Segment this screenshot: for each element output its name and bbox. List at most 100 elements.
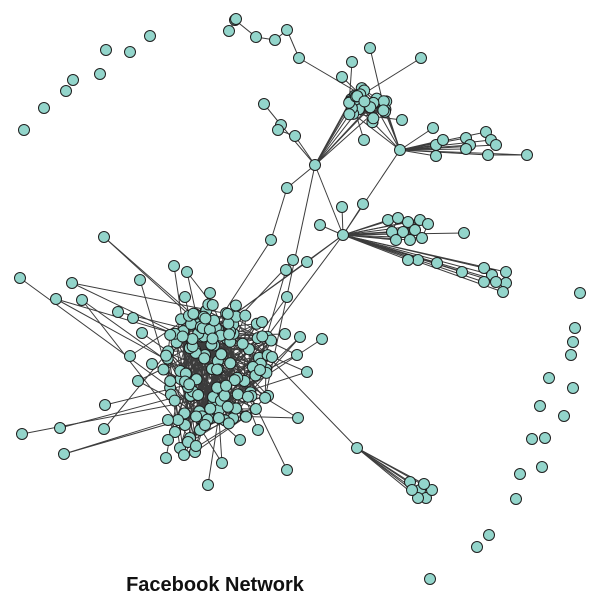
node	[187, 307, 200, 320]
node	[241, 390, 254, 403]
node	[337, 229, 349, 241]
node	[206, 299, 219, 312]
node	[415, 52, 427, 64]
node	[536, 461, 548, 473]
node	[99, 399, 111, 411]
node	[402, 216, 414, 228]
node	[157, 363, 170, 376]
node	[343, 108, 356, 121]
node	[60, 85, 72, 97]
edge	[286, 164, 316, 189]
node	[66, 277, 78, 289]
node	[231, 388, 244, 401]
node	[162, 434, 174, 446]
node	[100, 44, 112, 56]
node	[124, 350, 136, 362]
node	[190, 440, 202, 452]
node	[234, 434, 246, 446]
edge	[342, 234, 504, 293]
node	[199, 419, 211, 431]
node	[567, 336, 579, 348]
node	[497, 286, 509, 298]
node	[422, 218, 434, 230]
node	[412, 492, 424, 504]
node	[565, 349, 577, 361]
node	[490, 139, 502, 151]
edge	[356, 447, 413, 491]
node	[280, 264, 292, 276]
node	[569, 322, 581, 334]
node	[164, 375, 177, 388]
node	[160, 452, 172, 464]
node	[172, 414, 184, 426]
edge	[21, 396, 214, 435]
node	[336, 201, 348, 213]
node	[266, 351, 278, 363]
edge	[206, 310, 298, 356]
edge	[314, 164, 344, 236]
edge	[399, 144, 497, 151]
node	[281, 182, 293, 194]
node	[526, 433, 538, 445]
edge-layer	[19, 19, 528, 499]
node	[223, 328, 236, 341]
node	[258, 98, 270, 110]
node	[291, 349, 303, 361]
node	[221, 400, 234, 413]
node	[396, 114, 408, 126]
node	[409, 224, 421, 236]
node	[239, 309, 252, 322]
edge	[237, 338, 323, 395]
node	[510, 493, 522, 505]
node	[478, 262, 490, 274]
node	[456, 266, 468, 278]
node	[220, 379, 233, 392]
node	[186, 333, 199, 346]
node	[168, 260, 180, 272]
edge	[342, 234, 397, 241]
node	[223, 25, 235, 37]
node	[316, 333, 328, 345]
node	[406, 484, 418, 496]
edge	[132, 317, 267, 370]
node	[418, 478, 430, 490]
node	[287, 254, 299, 266]
node	[539, 432, 551, 444]
edge	[399, 127, 434, 151]
edge	[342, 203, 364, 236]
node	[402, 254, 414, 266]
node	[178, 449, 190, 461]
node	[424, 573, 436, 585]
node	[252, 424, 264, 436]
node	[192, 388, 205, 401]
node	[124, 46, 136, 58]
node	[351, 442, 363, 454]
node	[58, 448, 70, 460]
node	[392, 212, 404, 224]
node	[256, 316, 268, 328]
node	[514, 468, 526, 480]
node	[254, 364, 266, 376]
node	[229, 299, 242, 312]
node	[94, 68, 106, 80]
node	[250, 31, 262, 43]
node-layer	[14, 13, 586, 585]
node	[336, 71, 348, 83]
node	[169, 426, 181, 438]
node	[534, 400, 546, 412]
node	[98, 423, 110, 435]
node	[394, 144, 406, 156]
node	[427, 122, 439, 134]
node	[179, 291, 191, 303]
node	[367, 112, 380, 125]
edge	[306, 234, 344, 263]
node	[521, 149, 533, 161]
node	[204, 402, 217, 415]
node	[358, 134, 370, 146]
node	[76, 294, 88, 306]
node	[293, 52, 305, 64]
node	[211, 363, 224, 376]
node	[216, 457, 228, 469]
node	[212, 412, 225, 425]
node	[222, 417, 235, 430]
